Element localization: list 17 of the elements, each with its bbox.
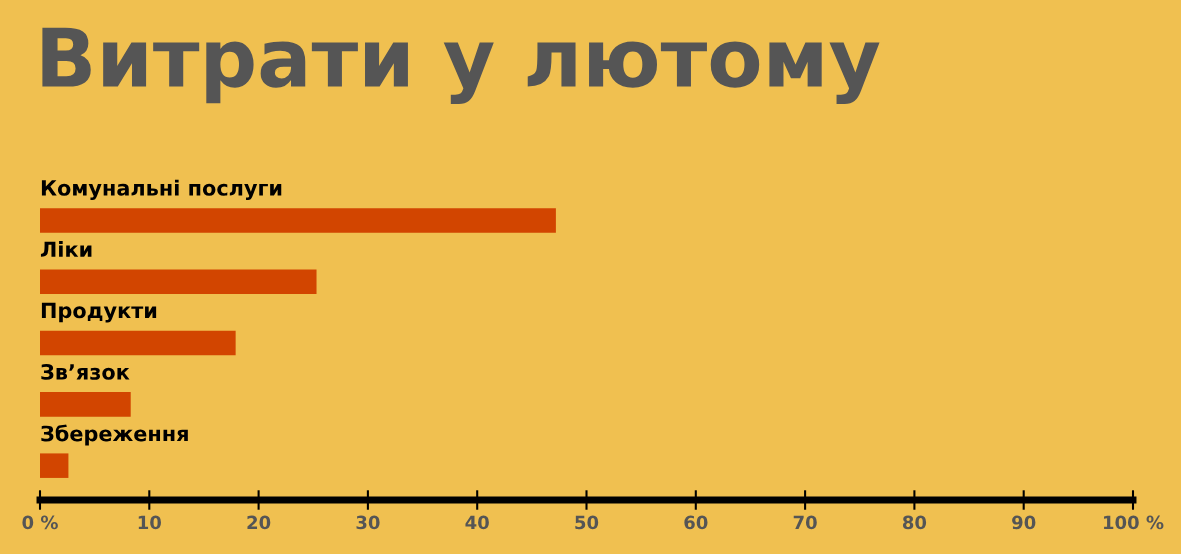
x-tick-label: 100 % (1104, 515, 1164, 530)
x-tick-label: 40 (465, 515, 489, 530)
y-tick-label: Збереження (41, 424, 188, 446)
chart-title: Витрати у лютому (42, 27, 880, 104)
y-tick-label: Зв’язок (41, 364, 130, 380)
x-tick-label: 60 (684, 515, 708, 530)
y-tick-label: Продукти (41, 302, 157, 323)
x-tick-label: 70 (793, 515, 817, 530)
x-tick-label: 80 (902, 515, 927, 530)
x-tick-label: 0 % (22, 515, 58, 530)
y-tick-label: Ліки (40, 241, 92, 257)
x-tick-label: 90 (1012, 515, 1036, 530)
x-tick-label: 50 (575, 515, 599, 530)
x-tick-label: 20 (247, 515, 271, 530)
x-tick-label: 10 (138, 515, 161, 530)
y-tick-label: Комунальні послуги (41, 179, 282, 200)
x-tick-label: 30 (356, 515, 380, 530)
